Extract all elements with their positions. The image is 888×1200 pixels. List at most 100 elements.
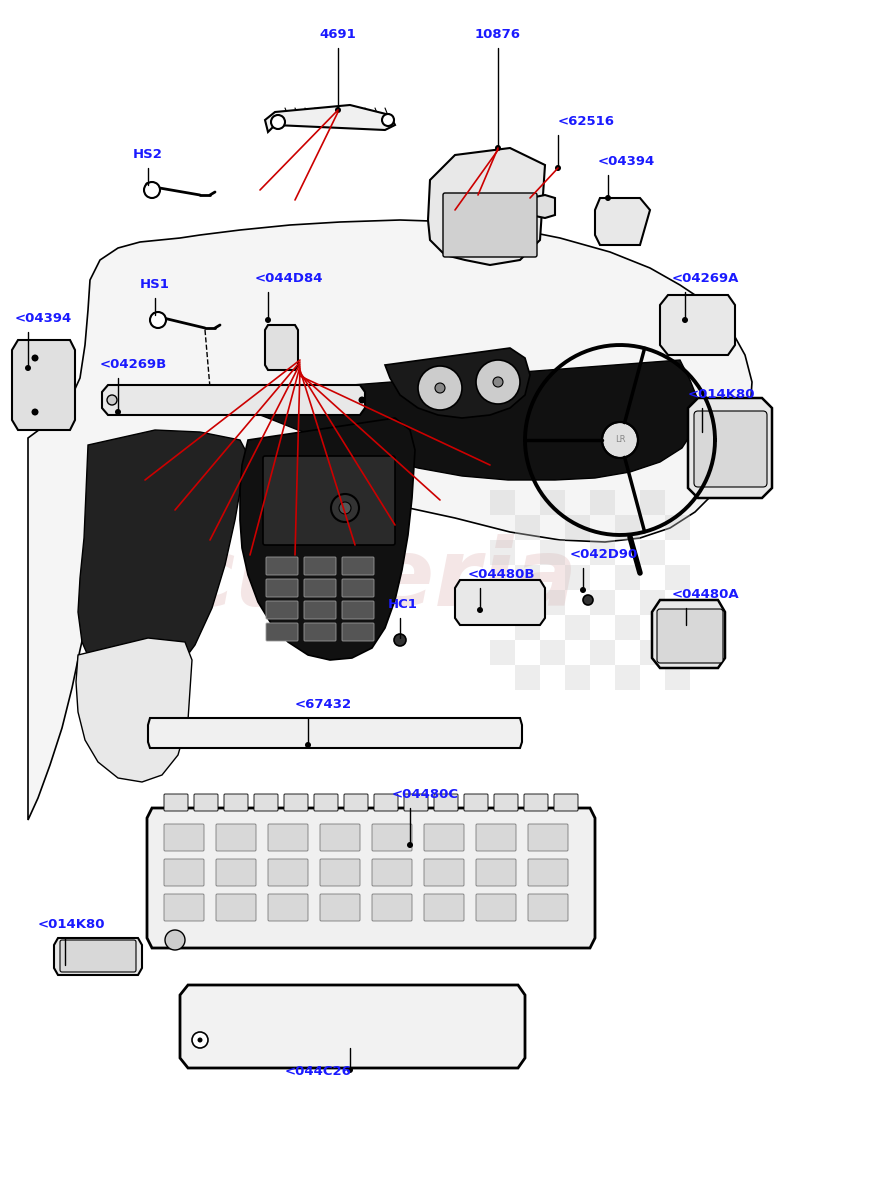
FancyBboxPatch shape bbox=[524, 794, 548, 811]
Text: <04480A: <04480A bbox=[672, 588, 740, 601]
Text: <04269B: <04269B bbox=[100, 358, 167, 371]
FancyBboxPatch shape bbox=[284, 794, 308, 811]
FancyBboxPatch shape bbox=[304, 578, 336, 596]
Polygon shape bbox=[12, 340, 75, 430]
Bar bbox=[640, 640, 665, 665]
Bar bbox=[665, 565, 690, 590]
FancyBboxPatch shape bbox=[424, 894, 464, 922]
Bar bbox=[490, 590, 515, 614]
FancyBboxPatch shape bbox=[266, 623, 298, 641]
Bar bbox=[615, 565, 640, 590]
Bar bbox=[490, 540, 515, 565]
Circle shape bbox=[555, 164, 561, 170]
Polygon shape bbox=[660, 295, 735, 355]
Circle shape bbox=[265, 317, 271, 323]
Polygon shape bbox=[385, 348, 530, 418]
FancyBboxPatch shape bbox=[266, 557, 298, 575]
Circle shape bbox=[165, 930, 185, 950]
Bar bbox=[640, 540, 665, 565]
Bar bbox=[590, 640, 615, 665]
Text: HS1: HS1 bbox=[140, 278, 170, 290]
Bar bbox=[540, 590, 565, 614]
Text: <04394: <04394 bbox=[15, 312, 72, 325]
FancyBboxPatch shape bbox=[464, 794, 488, 811]
FancyBboxPatch shape bbox=[476, 859, 516, 886]
Bar bbox=[515, 665, 540, 690]
Circle shape bbox=[339, 502, 351, 514]
Circle shape bbox=[150, 312, 166, 328]
FancyBboxPatch shape bbox=[342, 601, 374, 619]
FancyBboxPatch shape bbox=[268, 859, 308, 886]
FancyBboxPatch shape bbox=[304, 601, 336, 619]
Circle shape bbox=[605, 194, 611, 200]
Circle shape bbox=[385, 118, 391, 122]
Circle shape bbox=[25, 365, 31, 371]
Text: 10876: 10876 bbox=[475, 28, 521, 41]
Circle shape bbox=[583, 595, 593, 605]
FancyBboxPatch shape bbox=[528, 894, 568, 922]
Text: <014K80: <014K80 bbox=[688, 388, 756, 401]
Circle shape bbox=[149, 187, 155, 193]
Circle shape bbox=[407, 842, 413, 848]
Circle shape bbox=[602, 422, 638, 458]
Circle shape bbox=[699, 428, 705, 434]
Text: <67432: <67432 bbox=[295, 698, 353, 710]
Circle shape bbox=[682, 317, 688, 323]
Bar bbox=[640, 490, 665, 515]
FancyBboxPatch shape bbox=[320, 859, 360, 886]
FancyBboxPatch shape bbox=[342, 557, 374, 575]
FancyBboxPatch shape bbox=[216, 859, 256, 886]
Text: scuderia: scuderia bbox=[123, 534, 577, 626]
Text: HC1: HC1 bbox=[388, 598, 418, 611]
Circle shape bbox=[394, 634, 406, 646]
Circle shape bbox=[580, 587, 586, 593]
FancyBboxPatch shape bbox=[424, 859, 464, 886]
Circle shape bbox=[152, 312, 158, 318]
FancyBboxPatch shape bbox=[266, 601, 298, 619]
FancyBboxPatch shape bbox=[494, 794, 518, 811]
FancyBboxPatch shape bbox=[554, 794, 578, 811]
Bar bbox=[665, 515, 690, 540]
Bar bbox=[490, 640, 515, 665]
Circle shape bbox=[305, 742, 311, 748]
FancyBboxPatch shape bbox=[216, 894, 256, 922]
Text: <04480B: <04480B bbox=[468, 568, 535, 581]
FancyBboxPatch shape bbox=[216, 824, 256, 851]
Bar bbox=[565, 614, 590, 640]
Polygon shape bbox=[102, 385, 365, 415]
FancyBboxPatch shape bbox=[320, 894, 360, 922]
Polygon shape bbox=[265, 104, 395, 132]
Polygon shape bbox=[78, 430, 248, 688]
FancyBboxPatch shape bbox=[194, 794, 218, 811]
Text: <042D90: <042D90 bbox=[570, 548, 638, 560]
Bar bbox=[615, 665, 640, 690]
FancyBboxPatch shape bbox=[476, 894, 516, 922]
Circle shape bbox=[145, 182, 151, 188]
FancyBboxPatch shape bbox=[374, 794, 398, 811]
Circle shape bbox=[115, 409, 121, 415]
FancyBboxPatch shape bbox=[304, 623, 336, 641]
FancyBboxPatch shape bbox=[404, 794, 428, 811]
Bar bbox=[515, 565, 540, 590]
FancyBboxPatch shape bbox=[304, 557, 336, 575]
FancyBboxPatch shape bbox=[443, 193, 537, 257]
Polygon shape bbox=[428, 148, 545, 265]
FancyBboxPatch shape bbox=[224, 794, 248, 811]
FancyBboxPatch shape bbox=[164, 894, 204, 922]
Bar bbox=[640, 590, 665, 614]
Polygon shape bbox=[148, 718, 522, 748]
FancyBboxPatch shape bbox=[268, 824, 308, 851]
FancyBboxPatch shape bbox=[263, 456, 395, 545]
Circle shape bbox=[155, 317, 161, 323]
Bar bbox=[490, 490, 515, 515]
FancyBboxPatch shape bbox=[320, 824, 360, 851]
Circle shape bbox=[683, 622, 689, 628]
Text: <04269A: <04269A bbox=[672, 272, 740, 284]
Circle shape bbox=[144, 182, 160, 198]
Text: HS2: HS2 bbox=[133, 148, 163, 161]
Circle shape bbox=[192, 1032, 208, 1048]
Circle shape bbox=[495, 145, 501, 151]
Bar bbox=[665, 665, 690, 690]
Bar bbox=[565, 665, 590, 690]
FancyBboxPatch shape bbox=[254, 794, 278, 811]
